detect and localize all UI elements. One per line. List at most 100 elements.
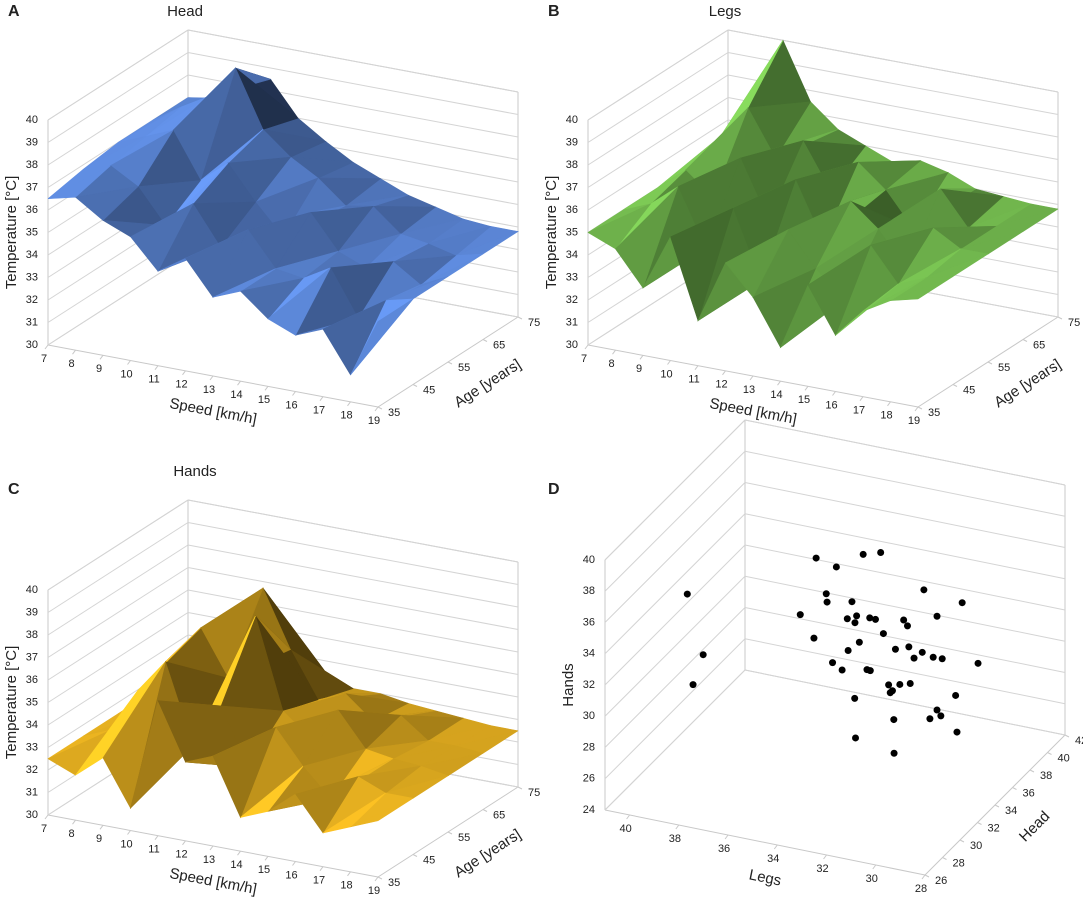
x-tick — [154, 835, 159, 840]
scatter-point — [877, 549, 885, 556]
y-tick — [1057, 316, 1063, 320]
x-tick — [237, 380, 241, 386]
grid-line — [604, 482, 746, 623]
scatter-point — [918, 648, 926, 656]
y-tick-label: 36 — [1023, 787, 1035, 799]
y-tick — [917, 406, 923, 410]
y-tick-label: 55 — [998, 362, 1010, 374]
z-tick-label: 35 — [26, 226, 38, 238]
surface-facet — [157, 700, 222, 763]
x-tick — [44, 814, 49, 820]
x-tick-label: 16 — [825, 399, 837, 411]
scatter-point — [689, 681, 697, 689]
x-tick-label: 18 — [340, 410, 352, 422]
panel-title: Legs — [709, 3, 742, 20]
surface-facet — [212, 268, 276, 298]
x-tick-label: 16 — [285, 399, 297, 411]
x-axis-label: Speed [km/h] — [168, 865, 258, 898]
y-tick-label: 45 — [423, 854, 435, 866]
surface-facet — [747, 39, 811, 109]
y-tick-label: 75 — [1068, 317, 1080, 329]
z-tick-label: 26 — [583, 773, 595, 785]
x-tick — [237, 850, 241, 856]
scatter-point — [891, 645, 899, 653]
x-tick — [639, 355, 644, 360]
x-tick — [887, 401, 891, 407]
z-axis-label: Temperature [°C] — [543, 176, 560, 290]
z-tick-label: 35 — [566, 226, 578, 238]
z-tick-label: 40 — [566, 114, 578, 126]
z-tick-label: 32 — [26, 294, 38, 306]
box-edge — [604, 809, 926, 876]
grid-line — [744, 638, 1066, 705]
panel-letter: D — [548, 481, 560, 498]
scatter-point — [822, 590, 830, 598]
x-tick — [374, 876, 379, 882]
scatter-point — [885, 681, 893, 689]
grid-line — [587, 74, 729, 166]
y-tick — [952, 384, 958, 387]
x-tick — [154, 365, 159, 370]
x-tick-label: 19 — [368, 415, 380, 427]
x-tick — [292, 391, 296, 396]
x-tick-label: 15 — [258, 394, 270, 406]
y-tick — [377, 876, 383, 880]
y-tick-label: 45 — [963, 384, 975, 396]
x-tick — [319, 866, 324, 871]
x-tick-label: 30 — [866, 873, 878, 885]
x-tick — [374, 406, 379, 412]
scatter-point — [838, 666, 846, 674]
y-tick-label: 35 — [388, 407, 400, 419]
scatter-point — [974, 659, 982, 667]
z-tick-label: 36 — [26, 204, 38, 216]
scatter-point — [843, 615, 851, 623]
x-tick — [872, 864, 877, 870]
x-tick-label: 13 — [203, 854, 215, 866]
grid-line — [744, 607, 1066, 673]
grid-line — [744, 575, 1066, 642]
panel-title: Head — [167, 3, 203, 20]
grid-line — [187, 52, 519, 115]
y-tick-label: 75 — [528, 317, 540, 329]
x-tick — [675, 824, 680, 830]
y-tick — [412, 854, 418, 857]
scatter-point — [853, 612, 861, 620]
z-tick-label: 32 — [583, 679, 595, 691]
grid-line — [47, 634, 189, 726]
x-tick — [99, 825, 104, 830]
scatter-point — [929, 653, 937, 661]
grid-line — [604, 575, 746, 717]
z-tick-label: 33 — [26, 741, 38, 753]
panel-letter: C — [8, 481, 20, 498]
x-tick — [127, 830, 131, 835]
y-tick-label: 45 — [423, 384, 435, 396]
x-tick-label: 19 — [368, 885, 380, 897]
surface-facet — [862, 277, 926, 312]
x-tick-label: 14 — [230, 859, 242, 871]
surface-facet — [267, 267, 331, 336]
surface-facet — [130, 202, 194, 272]
x-tick — [44, 344, 49, 350]
y-tick — [1064, 734, 1070, 738]
z-tick-label: 24 — [583, 804, 595, 816]
z-tick-label: 37 — [566, 181, 578, 193]
z-tick-label: 31 — [26, 786, 38, 798]
z-tick-label: 30 — [26, 809, 38, 821]
z-axis-label: Hands — [560, 663, 577, 706]
y-tick — [1022, 339, 1028, 342]
grid-line — [744, 544, 1066, 611]
z-tick-label: 30 — [26, 339, 38, 351]
x-tick — [749, 375, 754, 381]
scatter-point — [855, 638, 863, 646]
scatter-point — [859, 550, 867, 558]
panel: 30 31 32 33 34 35 36 37 38 39 40 7 8 9 10 11 12 13 14 15 16 1… — [3, 3, 540, 428]
z-tick-label: 38 — [583, 585, 595, 597]
x-tick-label: 15 — [798, 394, 810, 406]
z-tick-label: 34 — [583, 648, 595, 660]
x-tick — [209, 375, 214, 381]
x-tick-label: 16 — [285, 869, 297, 881]
x-tick — [694, 365, 699, 370]
surface-facet — [75, 690, 139, 776]
x-tick-label: 11 — [688, 374, 699, 386]
